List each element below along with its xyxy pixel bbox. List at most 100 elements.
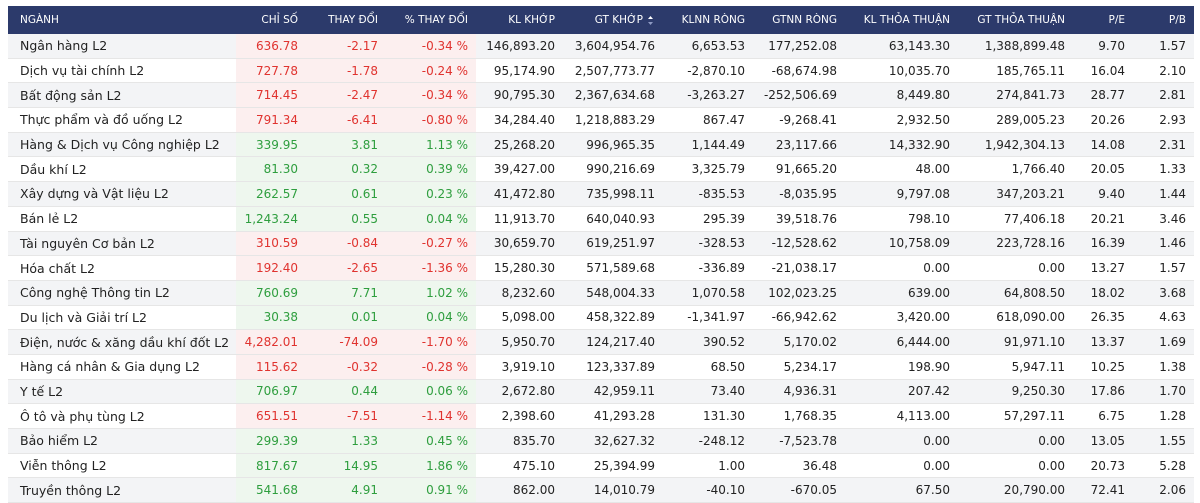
- table-cell: 41,293.28: [563, 403, 663, 429]
- table-cell: 16.39: [1073, 231, 1133, 257]
- table-cell: 262.57: [236, 181, 306, 207]
- column-header[interactable]: P/E: [1073, 6, 1133, 34]
- table-cell: 63,143.30: [845, 34, 958, 59]
- table-cell: 2.10: [1133, 58, 1194, 84]
- column-header[interactable]: KL THỎA THUẬN: [845, 6, 958, 34]
- table-cell: 123,337.89: [563, 354, 663, 380]
- column-header[interactable]: CHỈ SỐ: [236, 6, 306, 34]
- table-cell: 13.27: [1073, 255, 1133, 281]
- column-header[interactable]: THAY ĐỔI: [306, 6, 386, 34]
- sector-name: Hóa chất L2: [8, 255, 236, 281]
- sector-name: Công nghệ Thông tin L2: [8, 280, 236, 306]
- table-cell: 23,117.66: [753, 132, 845, 158]
- table-cell: 1,070.58: [663, 280, 753, 306]
- column-header[interactable]: P/B: [1133, 6, 1194, 34]
- table-cell: 0.39 %: [386, 156, 476, 183]
- column-header[interactable]: % THAY ĐỔI: [386, 6, 476, 34]
- table-cell: 1,243.24: [236, 206, 306, 232]
- table-cell: 1.46: [1133, 231, 1194, 257]
- table-cell: 15,280.30: [476, 255, 563, 281]
- table-cell: 13.05: [1073, 428, 1133, 454]
- table-cell: 57,297.11: [958, 403, 1073, 429]
- table-cell: 146,893.20: [476, 34, 563, 59]
- table-row[interactable]: Dịch vụ tài chính L2 727.78 -1.78 -0.24 % 95…: [8, 58, 1194, 84]
- table-row[interactable]: Hóa chất L2 192.40 -2.65 -1.36 % 15,280.30 57…: [8, 255, 1194, 281]
- table-cell: -12,528.62: [753, 231, 845, 257]
- table-cell: 1.44: [1133, 181, 1194, 207]
- table-row[interactable]: Dầu khí L2 81.30 0.32 0.39 % 39,427.00 990,21…: [8, 156, 1194, 183]
- table-cell: 102,023.25: [753, 280, 845, 306]
- table-cell: 862.00: [476, 477, 563, 503]
- table-row[interactable]: Bảo hiểm L2 299.39 1.33 0.45 % 835.70 32,627.…: [8, 428, 1194, 454]
- table-row[interactable]: Thực phẩm và đồ uống L2 791.34 -6.41 -0.80 …: [8, 107, 1194, 133]
- table-cell: 6.75: [1073, 403, 1133, 429]
- table-row[interactable]: Tài nguyên Cơ bản L2 310.59 -0.84 -0.27 % 30…: [8, 231, 1194, 257]
- column-header[interactable]: GTNN RÒNG: [753, 6, 845, 34]
- table-cell: 2.31: [1133, 132, 1194, 158]
- table-row[interactable]: Xây dựng và Vật liệu L2 262.57 0.61 0.23 % 4…: [8, 181, 1194, 207]
- table-cell: 0.00: [958, 453, 1073, 479]
- table-cell: 192.40: [236, 255, 306, 281]
- table-cell: 3,919.10: [476, 354, 563, 380]
- column-header[interactable]: NGÀNH: [8, 6, 236, 34]
- table-row[interactable]: Ô tô và phụ tùng L2 651.51 -7.51 -1.14 % 2,3…: [8, 403, 1194, 429]
- table-cell: 14.08: [1073, 132, 1133, 158]
- table-cell: 0.00: [845, 428, 958, 454]
- table-row[interactable]: Du lịch và Giải trí L2 30.38 0.01 0.04 % 5,0…: [8, 305, 1194, 331]
- table-cell: 124,217.40: [563, 329, 663, 355]
- table-row[interactable]: Viễn thông L2 817.67 14.95 1.86 % 475.10 25,3…: [8, 453, 1194, 479]
- sort-icon[interactable]: [646, 15, 655, 26]
- table-cell: -9,268.41: [753, 107, 845, 133]
- table-cell: 72.41: [1073, 477, 1133, 503]
- table-cell: 26.35: [1073, 305, 1133, 331]
- column-header[interactable]: GT THỎA THUẬN: [958, 6, 1073, 34]
- table-cell: 1,768.35: [753, 403, 845, 429]
- table-cell: -248.12: [663, 428, 753, 454]
- table-row[interactable]: Điện, nước & xăng dầu khí đốt L2 4,282.01…: [8, 329, 1194, 355]
- table-cell: 8,449.80: [845, 82, 958, 109]
- table-cell: 17.86: [1073, 379, 1133, 405]
- table-cell: -328.53: [663, 231, 753, 257]
- table-cell: 3.46: [1133, 206, 1194, 232]
- header-row: NGÀNH CHỈ SỐ THAY ĐỔI% THAY ĐỔI KL KHỚP GT K…: [8, 6, 1194, 34]
- table-cell: 5,170.02: [753, 329, 845, 355]
- table-cell: 0.61: [306, 181, 386, 207]
- table-row[interactable]: Ngân hàng L2 636.78 -2.17 -0.34 % 146,893.20…: [8, 34, 1194, 59]
- table-row[interactable]: Công nghệ Thông tin L2 760.69 7.71 1.02 % 8,…: [8, 280, 1194, 306]
- table-cell: 64,808.50: [958, 280, 1073, 306]
- table-cell: 2.93: [1133, 107, 1194, 133]
- table-cell: 0.01: [306, 305, 386, 331]
- table-cell: 390.52: [663, 329, 753, 355]
- column-header[interactable]: KL KHỚP: [476, 6, 563, 34]
- table-row[interactable]: Bán lẻ L2 1,243.24 0.55 0.04 % 11,913.70 640,…: [8, 206, 1194, 232]
- table-cell: 41,472.80: [476, 181, 563, 207]
- column-header[interactable]: GT KHỚP: [563, 6, 663, 34]
- table-cell: -2.17: [306, 34, 386, 59]
- table-cell: 28.77: [1073, 82, 1133, 109]
- table-cell: -74.09: [306, 329, 386, 355]
- column-header[interactable]: KLNN RÒNG: [663, 6, 753, 34]
- table-row[interactable]: Hàng & Dịch vụ Công nghiệp L2 339.95 3.81 1…: [8, 132, 1194, 158]
- table-cell: 0.32: [306, 156, 386, 183]
- table-row[interactable]: Truyền thông L2 541.68 4.91 0.91 % 862.00 14,…: [8, 477, 1194, 503]
- table-cell: 727.78: [236, 58, 306, 84]
- table-cell: 339.95: [236, 132, 306, 158]
- sector-name: Dầu khí L2: [8, 156, 236, 183]
- table-cell: 0.04 %: [386, 305, 476, 331]
- table-cell: 0.00: [845, 255, 958, 281]
- table-cell: 3,604,954.76: [563, 34, 663, 59]
- table-cell: 20.26: [1073, 107, 1133, 133]
- table-cell: -1,341.97: [663, 305, 753, 331]
- table-row[interactable]: Hàng cá nhân & Gia dụng L2 115.62 -0.32 -0.…: [8, 354, 1194, 380]
- table-cell: -8,035.95: [753, 181, 845, 207]
- table-cell: 1.02 %: [386, 280, 476, 306]
- table-row[interactable]: Y tế L2 706.97 0.44 0.06 % 2,672.80 42,959.11…: [8, 379, 1194, 405]
- table-cell: 9,250.30: [958, 379, 1073, 405]
- table-cell: 42,959.11: [563, 379, 663, 405]
- table-cell: -0.84: [306, 231, 386, 257]
- table-cell: 817.67: [236, 453, 306, 479]
- table-cell: 735,998.11: [563, 181, 663, 207]
- table-cell: 835.70: [476, 428, 563, 454]
- table-row[interactable]: Bất động sản L2 714.45 -2.47 -0.34 % 90,795.…: [8, 82, 1194, 109]
- table-cell: 91,665.20: [753, 156, 845, 183]
